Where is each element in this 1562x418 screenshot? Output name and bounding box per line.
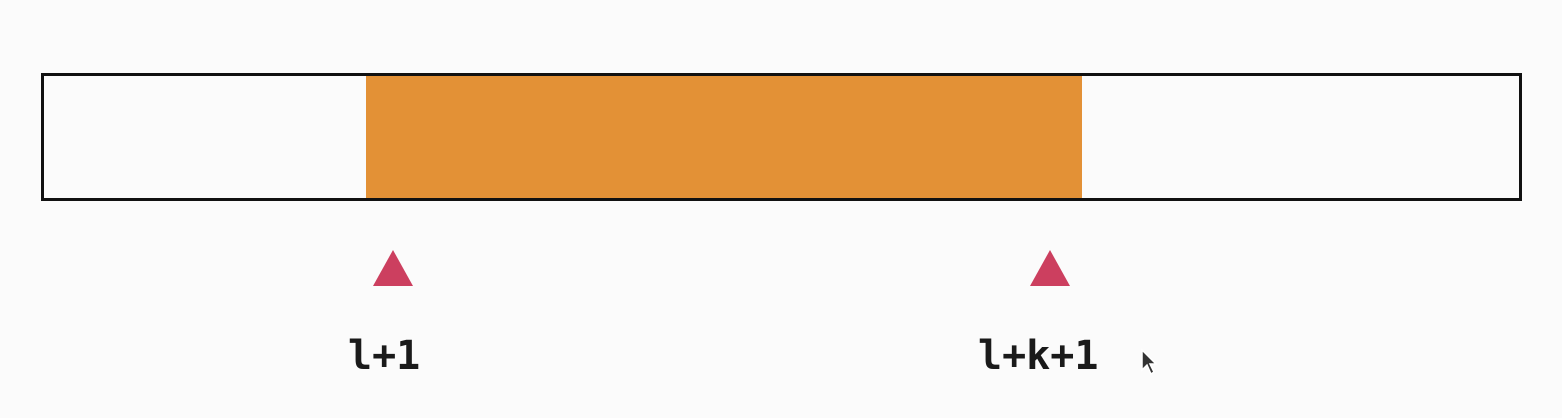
- pointer-left-label: l+1: [348, 333, 421, 379]
- highlighted-segment: [366, 76, 1082, 198]
- pointer-left-icon: [373, 250, 413, 286]
- pointer-right-icon: [1030, 250, 1070, 286]
- array-bar: [41, 73, 1522, 201]
- mouse-cursor-icon: [1141, 348, 1158, 376]
- pointer-right-label: l+k+1: [978, 333, 1099, 379]
